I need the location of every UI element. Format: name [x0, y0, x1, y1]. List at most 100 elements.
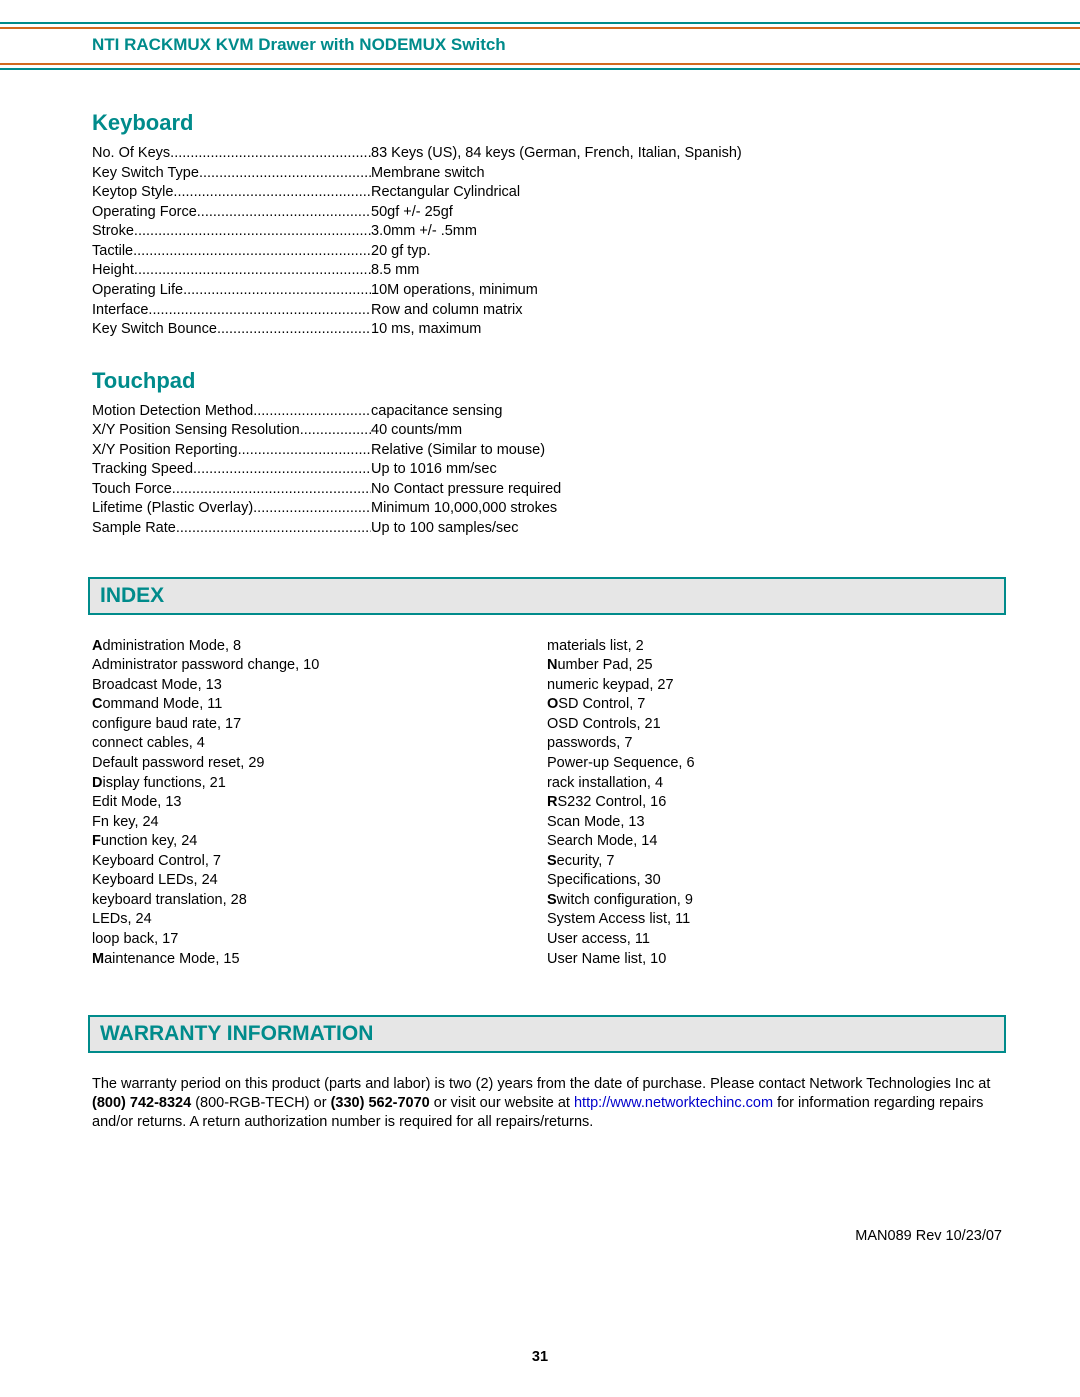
warranty-phone2: (330) 562-7070	[331, 1095, 430, 1111]
keyboard-heading: Keyboard	[92, 110, 1002, 136]
index-entry: System Access list, 11	[547, 910, 1002, 930]
index-entry: passwords, 7	[547, 734, 1002, 754]
spec-row: Sample Rate ............................…	[92, 519, 1002, 539]
spec-dots: ........................................…	[300, 421, 371, 441]
spec-dots: ........................................…	[133, 242, 371, 262]
index-entry: Edit Mode, 13	[92, 793, 547, 813]
spec-value: 20 gf typ.	[371, 242, 431, 262]
spec-label: Sample Rate	[92, 519, 176, 539]
spec-row: X/Y Position Reporting .................…	[92, 441, 1002, 461]
index-columns: Administration Mode, 8Administrator pass…	[92, 637, 1002, 970]
index-heading: INDEX	[88, 577, 1006, 615]
spec-row: Operating Life .........................…	[92, 281, 1002, 301]
spec-dots: ........................................…	[170, 144, 371, 164]
index-entry: Fn key, 24	[92, 813, 547, 833]
index-entry: configure baud rate, 17	[92, 715, 547, 735]
index-entry: Keyboard LEDs, 24	[92, 871, 547, 891]
spec-row: Key Switch Type ........................…	[92, 164, 1002, 184]
spec-label: Tracking Speed	[92, 460, 193, 480]
spec-label: Key Switch Bounce	[92, 320, 217, 340]
spec-value: 50gf +/- 25gf	[371, 203, 453, 223]
header-title: NTI RACKMUX KVM Drawer with NODEMUX Swit…	[0, 29, 1080, 61]
index-entry: Scan Mode, 13	[547, 813, 1002, 833]
warranty-part1: The warranty period on this product (par…	[92, 1076, 990, 1092]
index-entry: Command Mode, 11	[92, 695, 547, 715]
spec-dots: ........................................…	[173, 183, 371, 203]
spec-row: Lifetime (Plastic Overlay) .............…	[92, 499, 1002, 519]
index-entry: Display functions, 21	[92, 774, 547, 794]
spec-value: 8.5 mm	[371, 261, 419, 281]
index-entry: Switch configuration, 9	[547, 891, 1002, 911]
spec-value: Membrane switch	[371, 164, 485, 184]
warranty-phone1: (800) 742-8324	[92, 1095, 191, 1111]
index-entry: Power-up Sequence, 6	[547, 754, 1002, 774]
spec-label: X/Y Position Reporting	[92, 441, 238, 461]
warranty-heading: WARRANTY INFORMATION	[88, 1015, 1006, 1053]
page-content: Keyboard No. Of Keys ...................…	[92, 110, 1002, 1133]
spec-dots: ........................................…	[172, 480, 371, 500]
spec-value: Minimum 10,000,000 strokes	[371, 499, 557, 519]
spec-dots: ........................................…	[193, 460, 371, 480]
index-entry: Number Pad, 25	[547, 656, 1002, 676]
spec-label: Motion Detection Method	[92, 402, 253, 422]
index-right-col: materials list, 2Number Pad, 25numeric k…	[547, 637, 1002, 970]
spec-label: Touch Force	[92, 480, 172, 500]
spec-row: Keytop Style ...........................…	[92, 183, 1002, 203]
index-entry: materials list, 2	[547, 637, 1002, 657]
spec-label: Tactile	[92, 242, 133, 262]
index-entry: rack installation, 4	[547, 774, 1002, 794]
spec-dots: ........................................…	[134, 222, 371, 242]
index-left-col: Administration Mode, 8Administrator pass…	[92, 637, 547, 970]
doc-revision: MAN089 Rev 10/23/07	[855, 1228, 1002, 1244]
spec-value: Up to 100 samples/sec	[371, 519, 519, 539]
spec-label: Height	[92, 261, 134, 281]
spec-dots: ........................................…	[176, 519, 371, 539]
spec-label: No. Of Keys	[92, 144, 170, 164]
spec-label: Operating Life	[92, 281, 183, 301]
spec-label: Key Switch Type	[92, 164, 199, 184]
spec-row: No. Of Keys ............................…	[92, 144, 1002, 164]
index-entry: Broadcast Mode, 13	[92, 676, 547, 696]
spec-row: Stroke .................................…	[92, 222, 1002, 242]
warranty-part3: or visit our website at	[430, 1095, 574, 1111]
index-entry: numeric keypad, 27	[547, 676, 1002, 696]
spec-row: X/Y Position Sensing Resolution ........…	[92, 421, 1002, 441]
spec-row: Key Switch Bounce ......................…	[92, 320, 1002, 340]
spec-dots: ........................................…	[197, 203, 371, 223]
index-entry: Default password reset, 29	[92, 754, 547, 774]
index-entry: Administrator password change, 10	[92, 656, 547, 676]
touchpad-heading: Touchpad	[92, 368, 1002, 394]
index-entry: User access, 11	[547, 930, 1002, 950]
spec-dots: ........................................…	[134, 261, 371, 281]
spec-row: Tactile ................................…	[92, 242, 1002, 262]
page-number: 31	[0, 1349, 1080, 1365]
warranty-url-link[interactable]: http://www.networktechinc.com	[574, 1095, 773, 1111]
spec-row: Tracking Speed .........................…	[92, 460, 1002, 480]
keyboard-specs: No. Of Keys ............................…	[92, 144, 1002, 340]
index-entry: OSD Controls, 21	[547, 715, 1002, 735]
index-entry: connect cables, 4	[92, 734, 547, 754]
index-entry: Keyboard Control, 7	[92, 852, 547, 872]
index-entry: loop back, 17	[92, 930, 547, 950]
spec-label: X/Y Position Sensing Resolution	[92, 421, 300, 441]
spec-value: capacitance sensing	[371, 402, 502, 422]
spec-label: Lifetime (Plastic Overlay)	[92, 499, 253, 519]
index-entry: User Name list, 10	[547, 950, 1002, 970]
spec-row: Interface ..............................…	[92, 301, 1002, 321]
warranty-text: The warranty period on this product (par…	[92, 1075, 1002, 1132]
index-entry: Search Mode, 14	[547, 832, 1002, 852]
spec-value: Up to 1016 mm/sec	[371, 460, 497, 480]
spec-row: Height .................................…	[92, 261, 1002, 281]
spec-label: Operating Force	[92, 203, 197, 223]
spec-value: 10 ms, maximum	[371, 320, 481, 340]
index-entry: Administration Mode, 8	[92, 637, 547, 657]
spec-row: Motion Detection Method ................…	[92, 402, 1002, 422]
index-entry: Security, 7	[547, 852, 1002, 872]
spec-value: Row and column matrix	[371, 301, 523, 321]
spec-value: No Contact pressure required	[371, 480, 561, 500]
spec-value: 10M operations, minimum	[371, 281, 538, 301]
spec-dots: ........................................…	[238, 441, 371, 461]
spec-value: 40 counts/mm	[371, 421, 462, 441]
warranty-part2: (800-RGB-TECH) or	[191, 1095, 330, 1111]
spec-value: Relative (Similar to mouse)	[371, 441, 545, 461]
